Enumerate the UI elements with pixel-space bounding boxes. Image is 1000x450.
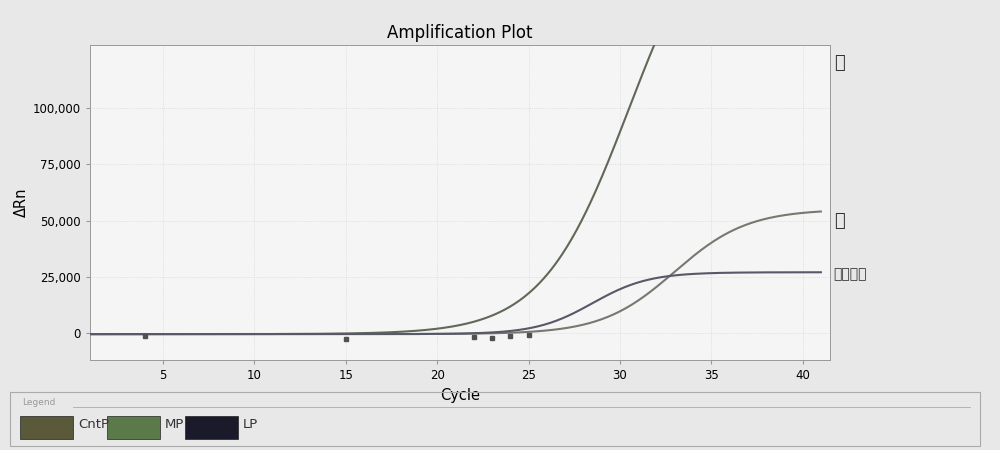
Text: 驴: 驴 [834,54,844,72]
Text: 内标质控: 内标质控 [834,267,867,282]
Y-axis label: ΔRn: ΔRn [14,188,29,217]
Text: CntP: CntP [78,418,109,432]
Text: LP: LP [243,418,258,432]
X-axis label: Cycle: Cycle [440,387,480,403]
Text: 马: 马 [834,212,844,230]
Title: Amplification Plot: Amplification Plot [387,24,533,42]
Bar [20,416,73,439]
Text: Legend: Legend [22,398,55,407]
Bar [107,416,160,439]
Text: MP: MP [165,418,185,432]
Bar [185,416,238,439]
